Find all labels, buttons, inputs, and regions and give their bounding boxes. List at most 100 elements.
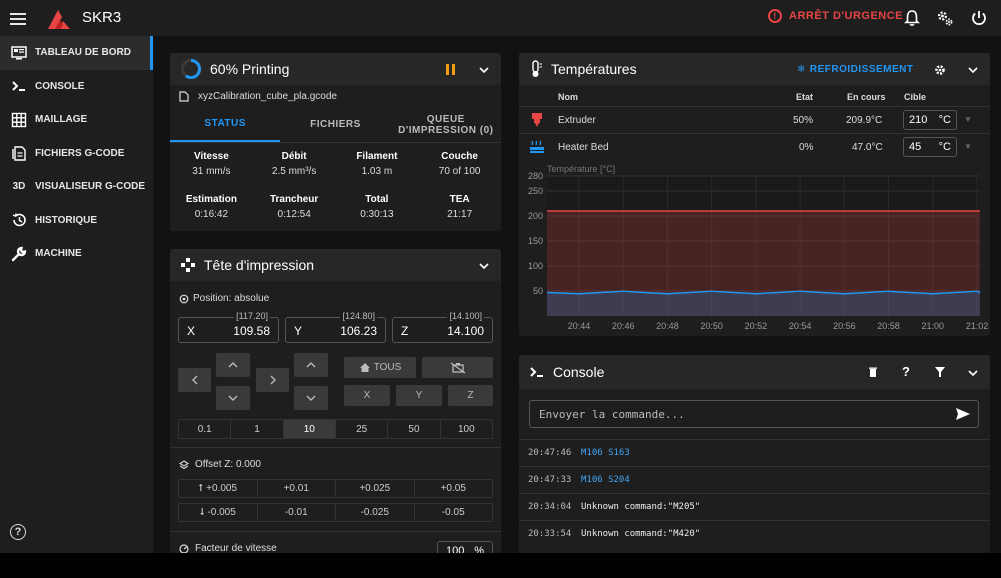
z-offset: Offset Z: 0.000 <box>179 459 261 470</box>
status-panel-header: 60% Printing <box>170 53 501 85</box>
dropdown-arrow-icon[interactable]: ▼ <box>964 115 972 124</box>
filter-icon[interactable] <box>934 366 946 378</box>
z-offset-up-button[interactable]: +0.05 <box>440 483 466 494</box>
jog-x-plus-button[interactable] <box>256 368 289 392</box>
step-option[interactable]: 25 <box>336 420 389 438</box>
chevron-down-icon <box>306 395 316 401</box>
sidebar-item-machine[interactable]: MACHINE <box>0 237 153 271</box>
z-offset-down-button[interactable]: ⭣ -0.005 <box>179 504 258 521</box>
temperatures-panel: Températures ❄ REFROIDISSEMENT Nom Etat … <box>519 53 990 336</box>
home-all-button[interactable]: TOUS <box>344 357 416 378</box>
command-input[interactable]: Envoyer la commande... <box>529 400 979 428</box>
series-line-heater-bed <box>546 290 981 295</box>
filename: xyzCalibration_cube_pla.gcode <box>198 90 337 102</box>
z-offset-up-button[interactable]: +0.01 <box>258 480 336 497</box>
x-tick-label: 20:50 <box>700 321 723 331</box>
y-tick-label: 250 <box>528 186 543 196</box>
motor-off-icon <box>450 361 465 374</box>
dropdown-arrow-icon[interactable]: ▼ <box>964 142 972 151</box>
home-all-label: TOUS <box>373 362 402 373</box>
chevron-down-icon[interactable] <box>967 64 979 76</box>
jog-z-minus-button[interactable] <box>294 386 328 410</box>
menu-icon[interactable] <box>10 10 26 26</box>
step-option[interactable]: 100 <box>457 423 475 435</box>
chevron-down-icon[interactable] <box>478 64 490 76</box>
sidebar-item-history[interactable]: HISTORIQUE <box>0 204 153 238</box>
stat-filament: Filament 1.03 m <box>356 151 398 177</box>
emergency-stop-button[interactable]: ! ARRÊT D'URGENCE <box>768 9 903 23</box>
bell-icon[interactable] <box>903 9 921 27</box>
home-x-button[interactable]: X <box>344 385 390 406</box>
sidebar-item-gcode-viewer[interactable]: 3D VISUALISEUR G-CODE <box>0 170 153 204</box>
y-tick-label: 50 <box>533 286 543 296</box>
trash-icon[interactable] <box>867 366 879 378</box>
jog-z-plus-button[interactable] <box>294 353 328 377</box>
sidebar-item-label: VISUALISEUR G-CODE <box>35 181 146 193</box>
home-z-button[interactable]: Z <box>448 385 493 406</box>
tab-status[interactable]: STATUS <box>170 107 281 142</box>
z-position-field[interactable]: Z 14.100 [14.100] <box>392 311 493 343</box>
tab-files[interactable]: FICHIERS <box>310 119 361 130</box>
settings-gears-icon[interactable] <box>936 9 954 27</box>
console-entry: 20:33:54 Unknown command:"M420" <box>519 520 990 547</box>
help-icon[interactable]: ? <box>10 524 26 540</box>
heater-current: 209.9°C <box>846 115 883 126</box>
speed-factor-field[interactable]: 100 % <box>437 541 493 553</box>
y-position-field[interactable]: Y 106.23 [124.80] <box>285 311 386 343</box>
x-tick-label: 21:02 <box>966 321 989 331</box>
sidebar-item-gcode-files[interactable]: FICHIERS G-CODE <box>0 137 153 171</box>
file-icon <box>179 90 189 102</box>
extruder-target-input[interactable]: 210 °C <box>903 110 957 130</box>
x-tick-label: 20:44 <box>568 321 591 331</box>
home-y-button[interactable]: Y <box>396 385 442 406</box>
step-option[interactable]: 0.1 <box>179 420 232 438</box>
sidebar-item-label: MACHINE <box>35 248 82 260</box>
sidebar-item-dashboard[interactable]: TABLEAU DE BORD <box>0 36 153 70</box>
x-position-field[interactable]: X 109.58 [117.20] <box>178 311 279 343</box>
send-icon[interactable] <box>955 407 971 421</box>
jog-x-minus-button[interactable] <box>178 368 211 392</box>
temperatures-title: Températures <box>551 61 637 77</box>
sidebar-item-console[interactable]: CONSOLE <box>0 70 153 104</box>
z-offset-up-button[interactable]: +0.025 <box>336 480 415 497</box>
chevron-down-icon[interactable] <box>967 367 979 379</box>
chevron-down-icon[interactable] <box>478 260 490 272</box>
step-option[interactable]: 50 <box>388 420 441 438</box>
z-offset-up-button[interactable]: ⭡ +0.005 <box>179 480 258 497</box>
help-icon[interactable]: ? <box>902 364 910 379</box>
divider <box>170 447 501 448</box>
crosshair-icon <box>179 294 189 303</box>
step-option[interactable]: 1 <box>231 420 284 438</box>
y-tick-label: 280 <box>528 171 543 181</box>
toolhead-title: Tête d'impression <box>204 257 315 273</box>
stat-slicer: Trancheur 0:12:54 <box>269 194 319 220</box>
z-offset-up-buttons: ⭡ +0.005 +0.01 +0.025 +0.05 <box>178 479 493 498</box>
console-entry: 20:47:33 M106 S204 <box>519 466 990 493</box>
z-offset-down-button[interactable]: -0.01 <box>258 504 336 521</box>
power-icon[interactable] <box>970 9 988 27</box>
gear-icon[interactable] <box>934 64 946 76</box>
dashboard-icon <box>11 46 27 60</box>
step-option[interactable]: 10 <box>283 420 336 438</box>
bed-target-input[interactable]: 45 °C <box>903 137 957 157</box>
extruder-icon <box>532 113 542 127</box>
z-offset-down-buttons: ⭣ -0.005 -0.01 -0.025 -0.05 <box>178 503 493 522</box>
cooldown-button[interactable]: ❄ REFROIDISSEMENT <box>797 64 914 75</box>
jog-y-plus-button[interactable] <box>216 353 250 377</box>
console-icon <box>12 81 25 92</box>
z-offset-down-button[interactable]: -0.025 <box>336 504 415 521</box>
motors-off-button[interactable] <box>422 357 493 378</box>
speed-factor-label: Facteur de vitesse <box>195 543 277 553</box>
z-offset-down-button[interactable]: -0.05 <box>441 507 465 518</box>
sidebar-item-label: HISTORIQUE <box>35 214 98 226</box>
jog-y-minus-button[interactable] <box>216 386 250 410</box>
x-tick-label: 20:58 <box>877 321 900 331</box>
heater-current: 47.0°C <box>852 142 883 153</box>
app: SKR3 ! ARRÊT D'URGENCE TABLEAU DE BORD C… <box>0 0 1001 553</box>
tab-print-queue[interactable]: QUEUE D'IMPRESSION (0) <box>398 113 494 136</box>
sidebar-item-label: FICHIERS G-CODE <box>35 147 125 159</box>
col-target: Cible <box>904 92 927 102</box>
sidebar-item-mesh[interactable]: MAILLAGE <box>0 103 153 137</box>
temperature-chart: 50 100 150 200 250 280 20:44 20:46 20:48 20:50 20:… <box>528 164 989 331</box>
pause-icon[interactable] <box>446 64 456 75</box>
